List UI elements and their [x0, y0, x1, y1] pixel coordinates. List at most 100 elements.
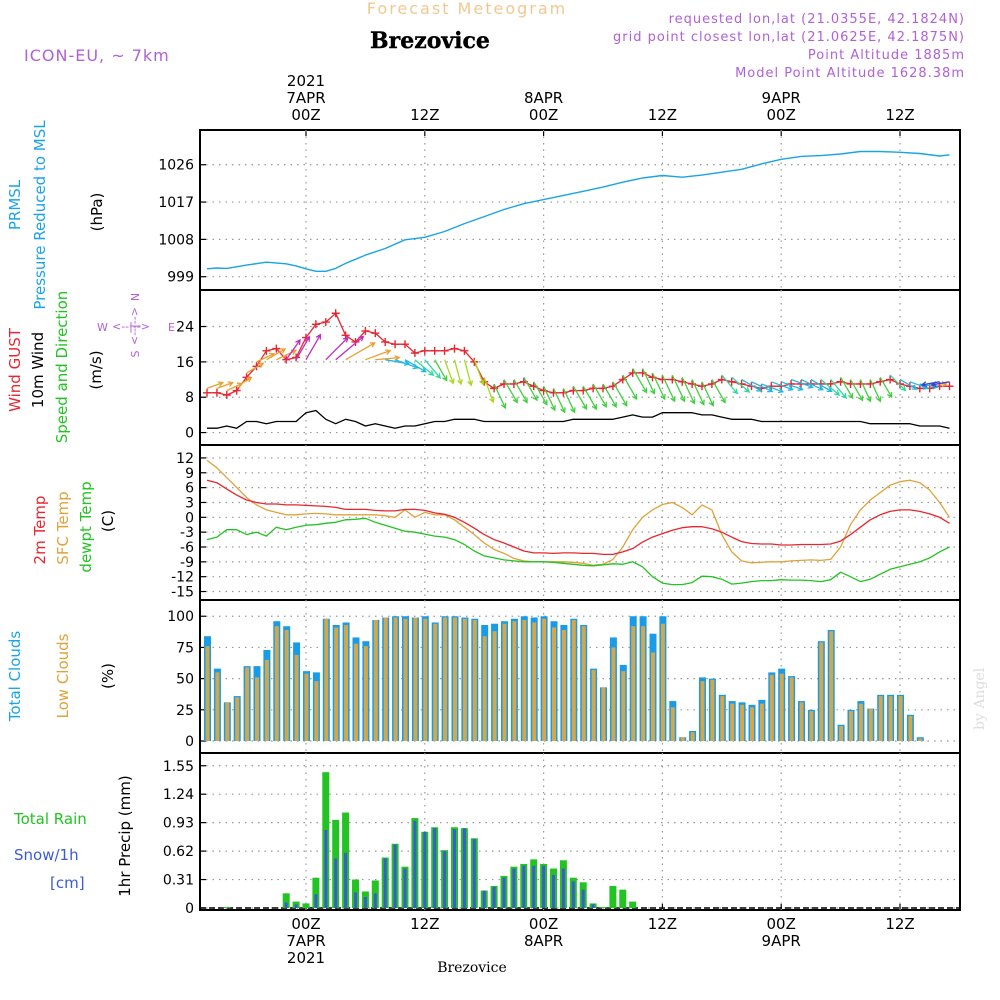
- clouds-unit-label: (%): [99, 663, 117, 689]
- low-cloud-bar: [849, 711, 853, 741]
- wind-barb: [404, 359, 427, 373]
- rain-bar: [629, 901, 637, 908]
- gust-marker: [292, 353, 301, 362]
- snow-bar: [324, 829, 328, 908]
- rain-bar: [282, 893, 290, 908]
- wind-barb: [741, 378, 763, 392]
- low-cloud-bar: [908, 716, 913, 741]
- low-cloud-bar: [561, 629, 566, 741]
- top-time-label: 12Z: [885, 106, 914, 124]
- low-cloud-bar: [779, 673, 784, 741]
- wind-barb: [661, 374, 676, 403]
- low-cloud-bar: [255, 677, 259, 741]
- footer-location: Brezovice: [437, 960, 507, 976]
- gust-marker: [727, 377, 736, 386]
- y-tick-label: 12: [176, 451, 194, 467]
- low-cloud-bar: [750, 707, 754, 741]
- wind-barb: [602, 383, 617, 408]
- low-cloud-bar: [423, 618, 428, 741]
- gust-marker: [331, 309, 340, 318]
- panels: 999100810171026081624129630-3-6-9-12-150…: [158, 129, 961, 917]
- snow-bar: [581, 889, 585, 908]
- low-cloud-bar: [532, 622, 537, 741]
- y-tick-label: 0.62: [163, 844, 194, 860]
- dewpt-line: [206, 517, 950, 586]
- footer: Brezovice by Angel: [437, 667, 988, 976]
- rain-bar: [223, 907, 231, 908]
- bottom-time-label: 8APR: [524, 932, 563, 950]
- top-time-label: 9APR: [762, 89, 801, 107]
- y-tick-label: 25: [176, 703, 194, 719]
- pressure-unit-label: (hPa): [88, 193, 106, 232]
- compass-north: N: [129, 293, 142, 301]
- low-cloud-bar: [631, 626, 636, 741]
- wind-barb: [325, 336, 349, 361]
- snow-bar: [542, 865, 546, 908]
- gust-marker: [361, 326, 370, 335]
- y-tick-label: 100: [167, 609, 194, 625]
- low-cloud-bar: [799, 702, 804, 741]
- top-time-label: 7APR: [286, 89, 325, 107]
- wind-barb: [216, 381, 234, 390]
- y-tick-label: 999: [167, 270, 194, 286]
- low-cloud-bar: [700, 681, 705, 741]
- low-cloud-bar: [621, 671, 626, 741]
- total-clouds-label: Total Clouds: [6, 631, 24, 723]
- low-cloud-bar: [512, 621, 517, 741]
- wind-barb: [434, 359, 448, 382]
- bottom-time-label: 00Z: [529, 915, 558, 933]
- snow-bar: [571, 881, 575, 908]
- low-cloud-bar: [453, 617, 457, 741]
- y-tick-label: 0.93: [163, 816, 194, 832]
- snow-bar: [363, 896, 367, 908]
- wind-barb: [622, 374, 638, 401]
- gust-marker: [203, 388, 211, 397]
- rain-bar: [619, 889, 627, 908]
- low-cloud-bar: [730, 703, 735, 741]
- low-cloud-bar: [651, 652, 655, 741]
- wind-barb: [691, 379, 705, 406]
- low-cloud-bar: [324, 618, 329, 741]
- low-cloud-bar: [492, 631, 497, 741]
- gust-marker: [262, 346, 271, 355]
- snow-bar: [522, 865, 526, 908]
- wind-barb: [473, 359, 485, 386]
- gust-marker: [460, 346, 469, 355]
- snow-bar: [502, 877, 506, 908]
- low-cloud-bar: [759, 703, 764, 741]
- wind-barb: [790, 378, 814, 389]
- total-rain-label: Total Rain: [13, 810, 87, 828]
- wind-barb: [800, 378, 825, 391]
- low-cloud-bar: [552, 627, 556, 741]
- y-tick-label: 1.55: [163, 759, 194, 775]
- top-time-label: 00Z: [291, 106, 320, 124]
- prmsl-label: PRMSL: [6, 179, 24, 230]
- bottom-time-label: 2021: [287, 949, 325, 967]
- top-time-label: 12Z: [410, 106, 439, 124]
- low-cloud-bar: [888, 696, 893, 741]
- low-cloud-bar: [571, 619, 576, 741]
- model-altitude: Model Point Altitude 1628.38m: [735, 66, 965, 81]
- top-time-label: 8APR: [524, 89, 563, 107]
- panel-5: [199, 752, 961, 911]
- wind-barb: [572, 385, 588, 411]
- low-cloud-bar: [472, 619, 477, 741]
- wind-barb: [889, 374, 907, 392]
- bottom-time-label: 12Z: [410, 915, 439, 933]
- low-cloud-bar: [274, 626, 279, 741]
- y-tick-label: -12: [171, 570, 194, 586]
- wind-barb: [820, 379, 841, 396]
- bottom-time-label: 9APR: [762, 932, 801, 950]
- sfc-temp-label: SFC Temp: [54, 491, 72, 564]
- low-cloud-bar: [641, 626, 646, 741]
- low-cloud-bar: [898, 696, 903, 741]
- point-altitude: Point Altitude 1885m: [808, 48, 965, 63]
- wind-barb: [899, 378, 918, 390]
- y-tick-label: 1008: [158, 232, 194, 248]
- gust-marker: [351, 337, 360, 346]
- temp2m-line: [206, 479, 950, 556]
- snow-bar: [462, 828, 466, 908]
- wind-barb: [642, 368, 656, 395]
